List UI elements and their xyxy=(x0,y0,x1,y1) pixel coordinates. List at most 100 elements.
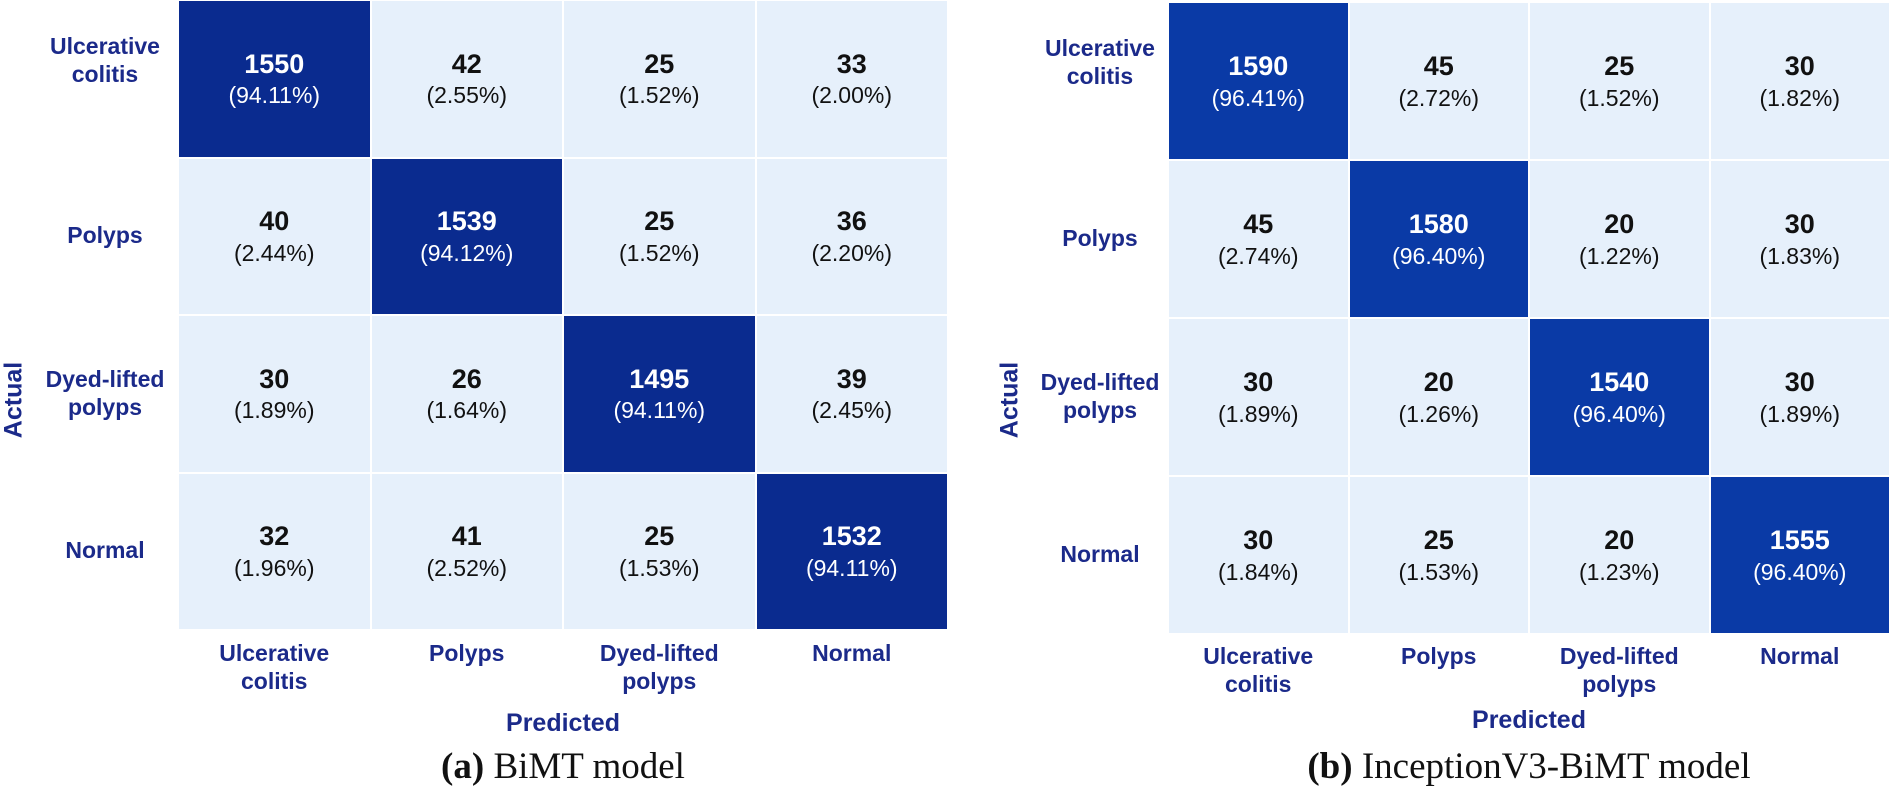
matrix-cell-r2-c2: 1580 (96.40%) xyxy=(1348,160,1529,318)
matrix-cell-r3-c1: 30 (1.89%) xyxy=(178,315,371,473)
cell-percent: (1.89%) xyxy=(233,397,315,424)
cell-percent: (94.12%) xyxy=(420,239,514,266)
cell-percent: (94.11%) xyxy=(228,82,321,109)
matrix-cell-r1-c1: 1590 (96.41%) xyxy=(1168,2,1349,160)
column-label: Ulcerative colitis xyxy=(1203,643,1314,697)
caption-text: BiMT model xyxy=(493,746,685,787)
cell-count: 1532 xyxy=(821,521,882,551)
cell-count: 45 xyxy=(1243,208,1274,239)
cell-percent: (96.40%) xyxy=(1572,400,1666,427)
cell-count: 25 xyxy=(1604,50,1635,81)
caption-text: InceptionV3-BiMT model xyxy=(1361,746,1751,787)
matrix-cell-r2-c2: 1539 (94.12%) xyxy=(370,157,563,315)
cell-percent: (2.00%) xyxy=(811,82,893,109)
column-labels: Ulcerative colitis Polyps Dyed-lifted poly… xyxy=(178,640,948,710)
matrix-cell-r3-c2: 26 (1.64%) xyxy=(370,315,563,473)
cell-count: 45 xyxy=(1423,50,1454,81)
matrix-cell-r1-c2: 42 (2.55%) xyxy=(370,0,563,158)
matrix-cell-r4-c1: 30 (1.84%) xyxy=(1168,476,1349,634)
row-label: Ulcerative colitis xyxy=(1045,35,1155,89)
cell-count: 1539 xyxy=(436,206,497,236)
column-label: Normal xyxy=(1760,643,1840,669)
cell-count: 32 xyxy=(259,521,290,551)
matrix-cell-r2-c4: 30 (1.83%) xyxy=(1709,160,1890,318)
x-axis-title: Predicted xyxy=(506,709,620,737)
cell-count: 1555 xyxy=(1769,524,1830,555)
cell-percent: (1.53%) xyxy=(1398,558,1480,585)
cell-count: 25 xyxy=(644,48,675,79)
confusion-matrix-panel-a: Actual Ulcerative colitis Polyps Dyed-lift… xyxy=(0,0,948,787)
matrix-cell-r2-c3: 20 (1.22%) xyxy=(1529,160,1710,318)
cell-percent: (96.41%) xyxy=(1211,84,1305,111)
matrix-cell-r1-c1: 1550 (94.11%) xyxy=(178,0,371,158)
matrix-cell-r1-c3: 25 (1.52%) xyxy=(1529,2,1710,160)
cell-percent: (1.96%) xyxy=(233,554,315,581)
row-label: Polyps xyxy=(1062,225,1138,252)
cell-percent: (1.89%) xyxy=(1759,400,1841,427)
row-label: Normal xyxy=(1060,541,1140,568)
matrix-cell-r4-c4: 1555 (96.40%) xyxy=(1709,476,1890,634)
cell-percent: (2.20%) xyxy=(811,239,893,266)
matrix-cell-r1-c2: 45 (2.72%) xyxy=(1348,2,1529,160)
cell-percent: (1.22%) xyxy=(1578,242,1660,269)
cell-count: 20 xyxy=(1423,366,1454,397)
cell-percent: (1.53%) xyxy=(618,554,700,581)
cell-percent: (96.40%) xyxy=(1392,242,1486,269)
cell-count: 30 xyxy=(1784,366,1815,397)
cell-count: 30 xyxy=(1243,524,1274,555)
matrix-cell-r3-c1: 30 (1.89%) xyxy=(1168,318,1349,476)
matrix-cell-r1-c4: 30 (1.82%) xyxy=(1709,2,1890,160)
cell-count: 1590 xyxy=(1228,50,1289,81)
cell-count: 36 xyxy=(836,206,867,236)
cell-percent: (96.40%) xyxy=(1753,558,1847,585)
confusion-matrix-panel-b: Actual Ulcerative colitis Polyps Dyed-lift… xyxy=(985,0,1895,790)
matrix-cell-r4-c1: 32 (1.96%) xyxy=(178,472,371,630)
cell-percent: (1.52%) xyxy=(1578,84,1660,111)
cell-count: 25 xyxy=(644,206,675,236)
cell-percent: (2.45%) xyxy=(811,397,893,424)
cell-percent: (2.74%) xyxy=(1217,242,1299,269)
cell-percent: (2.55%) xyxy=(426,82,508,109)
cell-percent: (94.11%) xyxy=(613,397,706,424)
cell-percent: (1.82%) xyxy=(1759,84,1841,111)
matrix-cell-r1-c3: 25 (1.52%) xyxy=(563,0,756,158)
matrix-cell-r2-c3: 25 (1.52%) xyxy=(563,157,756,315)
cell-count: 1580 xyxy=(1408,208,1469,239)
cell-count: 20 xyxy=(1604,524,1635,555)
cell-percent: (2.44%) xyxy=(233,239,315,266)
matrix-cell-r4-c2: 41 (2.52%) xyxy=(370,472,563,630)
cell-count: 30 xyxy=(1784,50,1815,81)
cell-percent: (1.52%) xyxy=(618,82,700,109)
column-label: Polyps xyxy=(429,640,505,666)
cell-percent: (2.72%) xyxy=(1398,84,1480,111)
row-label: Dyed-lifted polyps xyxy=(45,366,165,420)
cell-percent: (1.23%) xyxy=(1578,558,1660,585)
matrix-cell-r4-c2: 25 (1.53%) xyxy=(1348,476,1529,634)
cell-count: 20 xyxy=(1604,208,1635,239)
matrix-cell-r4-c3: 20 (1.23%) xyxy=(1529,476,1710,634)
matrix-cell-r2-c1: 40 (2.44%) xyxy=(178,157,371,315)
cell-count: 1540 xyxy=(1589,366,1650,397)
cell-count: 30 xyxy=(259,363,290,394)
matrix-cell-r3-c4: 30 (1.89%) xyxy=(1709,318,1890,476)
cell-percent: (94.11%) xyxy=(805,554,898,581)
cell-percent: (1.52%) xyxy=(618,239,700,266)
cell-count: 40 xyxy=(259,206,290,236)
matrix-cell-r3-c3: 1540 (96.40%) xyxy=(1529,318,1710,476)
cell-count: 25 xyxy=(1423,524,1454,555)
column-label: Ulcerative colitis xyxy=(219,640,330,694)
column-label: Dyed-lifted polyps xyxy=(599,640,719,694)
matrix-cell-r4-c3: 25 (1.53%) xyxy=(563,472,756,630)
column-label: Dyed-lifted polyps xyxy=(1559,643,1679,697)
cell-count: 25 xyxy=(644,521,675,551)
cell-percent: (1.84%) xyxy=(1217,558,1299,585)
column-labels: Ulcerative colitis Polyps Dyed-lifted poly… xyxy=(1168,643,1890,713)
caption-label: (b) xyxy=(1307,746,1353,787)
matrix-cell-r2-c4: 36 (2.20%) xyxy=(755,157,948,315)
column-label: Polyps xyxy=(1401,643,1477,669)
cell-count: 30 xyxy=(1784,208,1815,239)
cell-count: 1550 xyxy=(244,48,305,79)
cell-count: 30 xyxy=(1243,366,1274,397)
cell-percent: (1.26%) xyxy=(1398,400,1480,427)
cell-count: 26 xyxy=(451,363,482,394)
